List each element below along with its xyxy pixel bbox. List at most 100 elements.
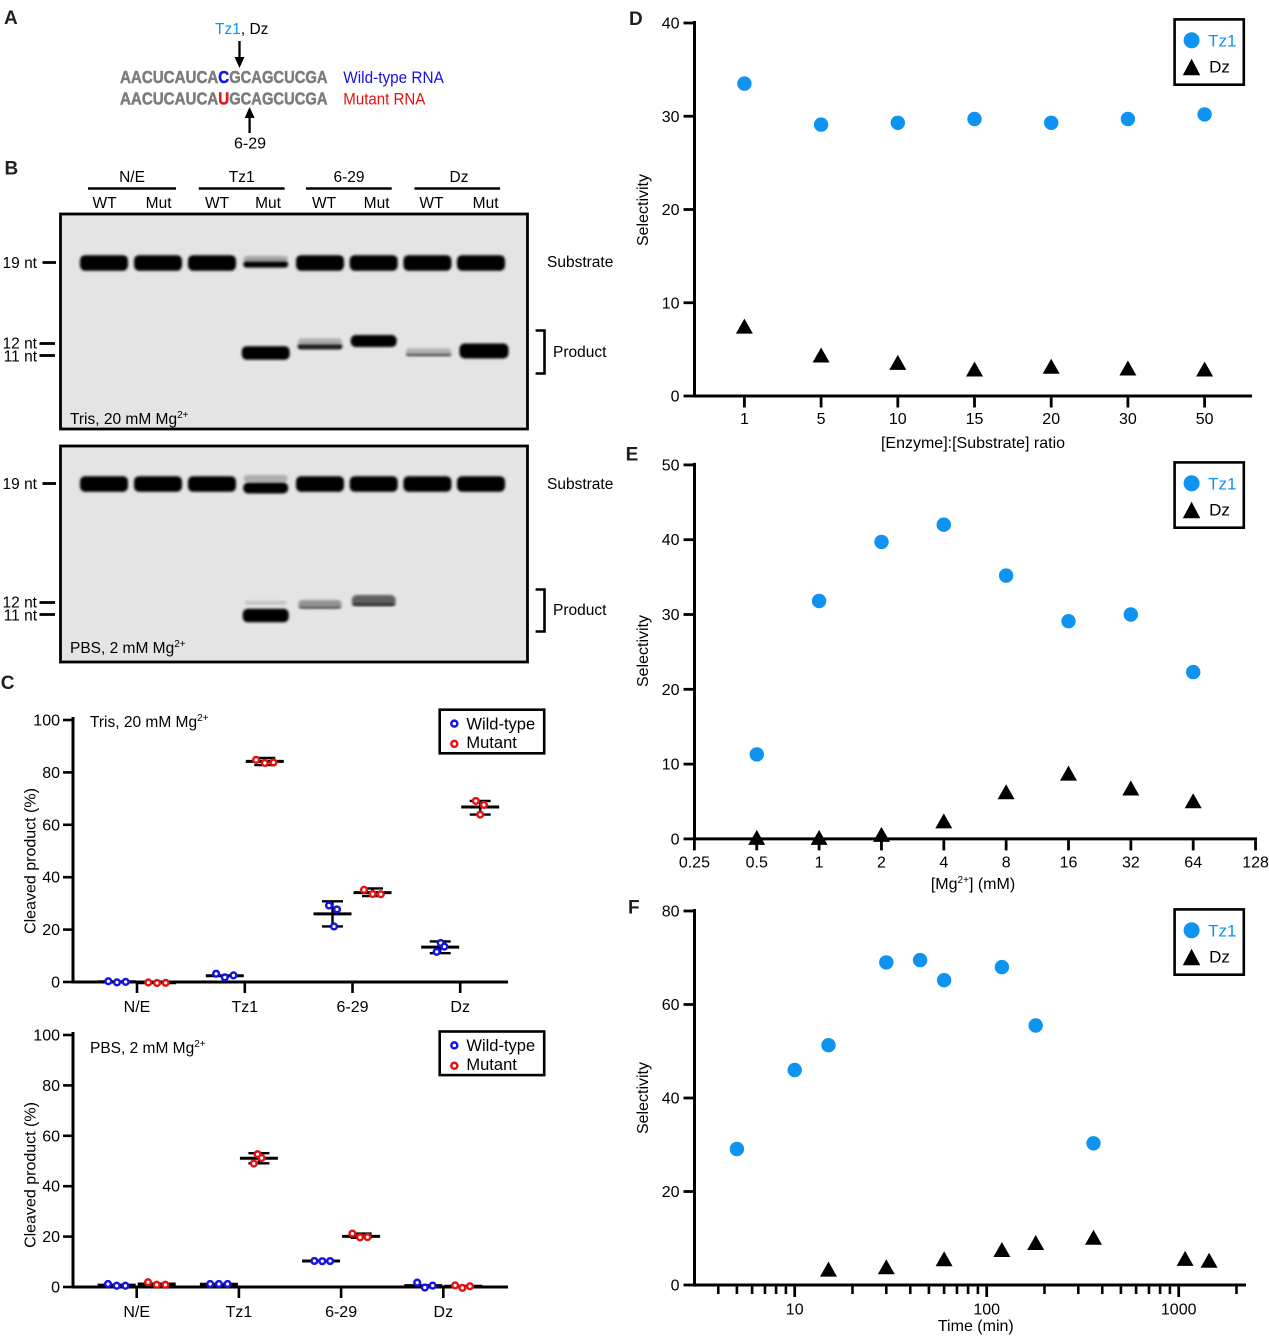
svg-text:0: 0 [671,389,680,406]
svg-text:0: 0 [671,1278,680,1295]
svg-text:40: 40 [662,532,680,549]
svg-text:30: 30 [1119,411,1137,428]
svg-text:20: 20 [662,1184,680,1201]
svg-text:Mut: Mut [364,195,391,212]
svg-text:19 nt: 19 nt [3,476,38,493]
svg-text:6-29: 6-29 [234,136,266,153]
svg-text:Product: Product [553,344,607,361]
svg-text:Dz: Dz [450,169,469,186]
svg-text:Substrate: Substrate [547,476,613,493]
svg-text:6-29: 6-29 [336,999,368,1016]
svg-text:4: 4 [939,854,948,871]
svg-text:10: 10 [662,757,680,774]
svg-text:20: 20 [1042,411,1060,428]
svg-text:12 nt: 12 nt [3,595,38,612]
svg-text:Mut: Mut [473,195,500,212]
svg-text:Dz: Dz [1209,501,1230,520]
svg-text:0: 0 [51,1280,60,1297]
svg-text:20: 20 [42,922,60,939]
svg-text:Wild-type: Wild-type [466,1037,535,1055]
svg-text:U: U [218,89,229,109]
svg-text:Tris, 20 mM Mg2+: Tris, 20 mM Mg2+ [70,410,189,428]
svg-text:80: 80 [662,904,680,921]
svg-text:15: 15 [966,411,984,428]
svg-text:Dz: Dz [450,999,470,1016]
svg-text:64: 64 [1184,854,1202,871]
svg-text:30: 30 [662,109,680,126]
svg-text:40: 40 [662,1091,680,1108]
svg-text:N/E: N/E [123,1304,150,1321]
svg-text:100: 100 [33,713,60,730]
svg-text:10: 10 [662,295,680,312]
svg-text:Tz1: Tz1 [1208,474,1236,493]
svg-text:WT: WT [312,195,337,212]
svg-text:E: E [626,445,639,466]
svg-text:60: 60 [42,1128,60,1145]
svg-text:Time (min): Time (min) [938,1318,1014,1335]
svg-text:C: C [218,67,229,87]
svg-text:1000: 1000 [1161,1302,1197,1319]
svg-text:N/E: N/E [124,999,151,1016]
svg-text:Mutant: Mutant [466,1056,517,1074]
svg-text:50: 50 [1196,411,1214,428]
svg-text:Mutant RNA: Mutant RNA [343,91,425,109]
svg-text:50: 50 [662,457,680,474]
svg-text:40: 40 [662,16,680,33]
svg-text:Tris, 20 mM Mg2+: Tris, 20 mM Mg2+ [90,713,209,731]
svg-text:1: 1 [740,411,749,428]
svg-text:2: 2 [877,854,886,871]
svg-text:Mut: Mut [255,195,282,212]
svg-text:Selectivity: Selectivity [635,615,652,687]
svg-text:8: 8 [1002,854,1011,871]
svg-text:PBS, 2 mM Mg2+: PBS, 2 mM Mg2+ [70,639,186,657]
svg-text:PBS, 2 mM Mg2+: PBS, 2 mM Mg2+ [90,1039,206,1057]
svg-text:AACUCAUCA: AACUCAUCA [120,67,219,87]
svg-text:N/E: N/E [119,169,145,186]
svg-text:Product: Product [553,602,607,619]
svg-text:10: 10 [889,411,907,428]
svg-text:Wild-type RNA: Wild-type RNA [343,69,444,87]
svg-text:Dz: Dz [1209,948,1230,967]
svg-text:128: 128 [1242,854,1269,871]
svg-text:12 nt: 12 nt [3,336,38,353]
svg-text:11 nt: 11 nt [4,349,38,366]
svg-text:6-29: 6-29 [325,1304,357,1321]
svg-text:0: 0 [51,975,60,992]
svg-text:Tz1: Tz1 [231,999,258,1016]
svg-text:WT: WT [419,195,444,212]
svg-text:[Enzyme]:[Substrate] ratio: [Enzyme]:[Substrate] ratio [881,435,1065,452]
svg-text:Substrate: Substrate [547,254,613,271]
svg-text:100: 100 [973,1302,1000,1319]
svg-text:AACUCAUCA: AACUCAUCA [120,89,219,109]
svg-text:80: 80 [42,765,60,782]
svg-text:WT: WT [205,195,230,212]
svg-text:60: 60 [42,817,60,834]
svg-text:Selectivity: Selectivity [635,174,652,246]
svg-text:Mutant: Mutant [466,734,517,752]
svg-text:Mut: Mut [146,195,173,212]
svg-text:80: 80 [42,1078,60,1095]
svg-text:60: 60 [662,997,680,1014]
svg-text:5: 5 [817,411,826,428]
svg-text:D: D [629,9,643,30]
svg-text:20: 20 [662,202,680,219]
svg-text:6-29: 6-29 [333,169,364,186]
svg-text:40: 40 [42,1179,60,1196]
svg-text:A: A [4,8,18,29]
svg-text:Tz1: Tz1 [226,1304,253,1321]
svg-text:Tz1, Dz: Tz1, Dz [215,21,268,38]
svg-text:Tz1: Tz1 [1208,31,1236,50]
svg-text:16: 16 [1060,854,1078,871]
svg-text:Cleaved product (%): Cleaved product (%) [23,788,40,934]
svg-text:GCAGCUCGA: GCAGCUCGA [229,89,328,109]
svg-text:32: 32 [1122,854,1140,871]
svg-text:30: 30 [662,607,680,624]
svg-text:B: B [5,159,19,180]
svg-text:F: F [628,898,640,919]
svg-text:11 nt: 11 nt [4,608,38,625]
svg-text:10: 10 [786,1302,804,1319]
svg-text:C: C [1,673,15,694]
svg-text:Selectivity: Selectivity [635,1062,652,1134]
svg-text:[Mg2+] (mM): [Mg2+] (mM) [931,875,1015,893]
svg-text:0.5: 0.5 [746,854,768,871]
